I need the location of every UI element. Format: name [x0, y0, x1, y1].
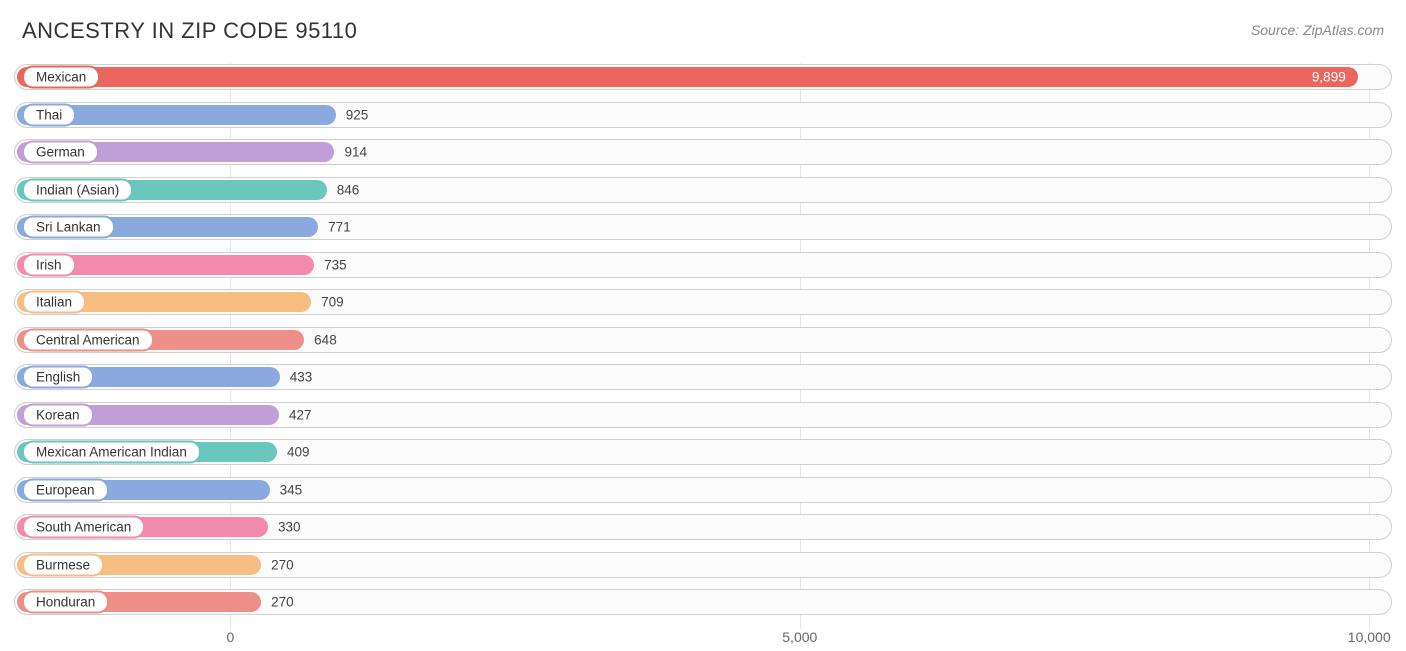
chart-title: ANCESTRY IN ZIP CODE 95110 [22, 18, 357, 44]
category-pill: English [22, 366, 94, 389]
bar-value: 709 [321, 295, 344, 310]
bar-value: 925 [346, 107, 369, 122]
x-tick-label: 10,000 [1348, 629, 1391, 645]
bar-value: 270 [271, 595, 294, 610]
bar-row: 9,899 Mexican [14, 62, 1392, 92]
bar-row: Central American 648 [14, 325, 1392, 355]
bar-row: European 345 [14, 475, 1392, 505]
chart-header: ANCESTRY IN ZIP CODE 95110 Source: ZipAt… [0, 0, 1406, 54]
category-pill: Mexican American Indian [22, 441, 201, 464]
category-pill: Honduran [22, 591, 109, 614]
bar-value: 771 [328, 220, 351, 235]
bar-row: Korean 427 [14, 400, 1392, 430]
bar-value: 330 [278, 520, 301, 535]
bar-row: Thai 925 [14, 100, 1392, 130]
bar-value: 345 [280, 482, 303, 497]
bar-row: Honduran 270 [14, 587, 1392, 617]
x-tick-label: 5,000 [782, 629, 817, 645]
bar-row: Sri Lankan 771 [14, 212, 1392, 242]
category-pill: Central American [22, 328, 154, 351]
bar-value: 433 [290, 370, 313, 385]
x-tick-label: 0 [226, 629, 234, 645]
bar-row: Mexican American Indian 409 [14, 437, 1392, 467]
category-pill: Mexican [22, 66, 100, 89]
category-pill: German [22, 141, 99, 164]
bar-value: 846 [337, 182, 360, 197]
category-pill: Thai [22, 103, 76, 126]
bar-fill: 9,899 [17, 67, 1358, 87]
bar-row: Italian 709 [14, 287, 1392, 317]
category-pill: Sri Lankan [22, 216, 115, 239]
bar-value: 648 [314, 332, 337, 347]
bar-value: 914 [344, 145, 367, 160]
x-axis: 0 5,000 10,000 [14, 625, 1392, 651]
bar-chart: 9,899 Mexican Thai 925 German 914 Indian (Asia… [14, 62, 1392, 617]
category-pill: Italian [22, 291, 86, 314]
category-pill: Indian (Asian) [22, 178, 133, 201]
bar-value: 9,899 [1312, 70, 1346, 85]
category-pill: European [22, 478, 109, 501]
category-pill: Burmese [22, 553, 104, 576]
category-pill: Korean [22, 403, 94, 426]
bar-value: 427 [289, 407, 312, 422]
bar-row: Indian (Asian) 846 [14, 175, 1392, 205]
bar-row: English 433 [14, 362, 1392, 392]
bar-value: 270 [271, 557, 294, 572]
category-pill: Irish [22, 253, 76, 276]
bar-row: German 914 [14, 137, 1392, 167]
category-pill: South American [22, 516, 145, 539]
bar-row: Burmese 270 [14, 550, 1392, 580]
bar-value: 409 [287, 445, 310, 460]
bar-value: 735 [324, 257, 347, 272]
bar-row: Irish 735 [14, 250, 1392, 280]
chart-source: Source: ZipAtlas.com [1251, 18, 1384, 38]
bar-row: South American 330 [14, 512, 1392, 542]
